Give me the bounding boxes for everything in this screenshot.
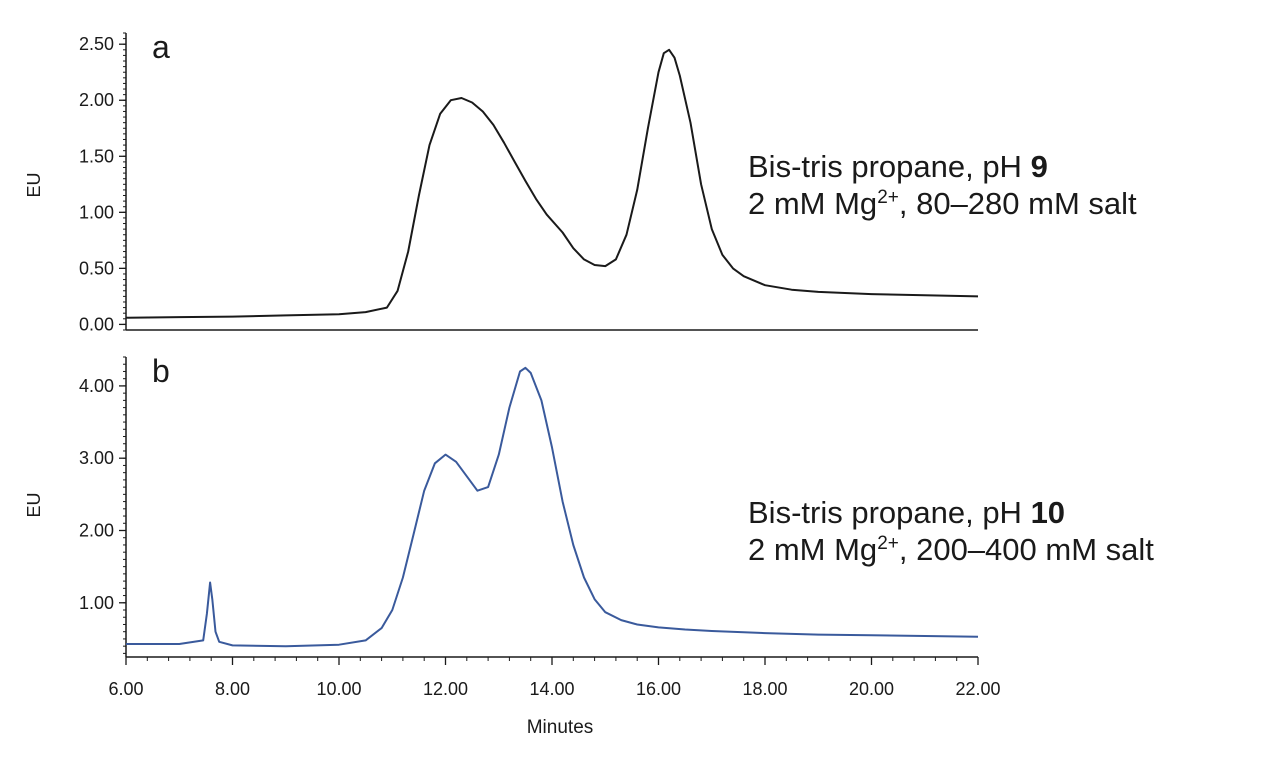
panel-a-mg-text: 2 mM Mg bbox=[748, 186, 878, 221]
panel-b-ylabel: EU bbox=[24, 492, 44, 517]
panel-b: 1.00 2.00 3.00 4.00 b EU 6.00 8.00 10.00 12.00… bbox=[24, 353, 1001, 699]
panel-a-annotation-line2: 2 mM Mg2+, 80–280 mM salt bbox=[748, 185, 1137, 222]
panel-a-mg-charge: 2+ bbox=[877, 187, 899, 208]
x-tick-label: 18.00 bbox=[742, 679, 787, 699]
panel-b-x-axis: 6.00 8.00 10.00 12.00 14.00 16.00 18.00 20.00 22… bbox=[108, 657, 1001, 699]
panel-b-label: b bbox=[152, 353, 170, 389]
panel-a-annotation-line1: Bis-tris propane, pH 9 bbox=[748, 148, 1137, 185]
x-tick-label: 10.00 bbox=[316, 679, 361, 699]
panel-a-ph-value: 9 bbox=[1030, 149, 1048, 184]
panel-a-trace bbox=[125, 48, 979, 319]
panel-b-ph-value: 10 bbox=[1030, 495, 1066, 530]
panel-a: 0.00 0.50 1.00 1.50 2.00 2.50 a EU bbox=[24, 29, 979, 334]
panel-a-y-tick-label: 2.50 bbox=[79, 34, 114, 54]
x-axis-title: Minutes bbox=[527, 717, 594, 738]
panel-b-y-tick-label: 3.00 bbox=[79, 448, 114, 468]
panel-a-label: a bbox=[152, 29, 170, 65]
panel-a-y-tick-label: 0.50 bbox=[79, 258, 114, 278]
panel-a-axes: 0.00 0.50 1.00 1.50 2.00 2.50 bbox=[79, 32, 978, 334]
panel-b-annotation-line1: Bis-tris propane, pH 10 bbox=[748, 494, 1154, 531]
panel-a-y-tick-label: 1.00 bbox=[79, 202, 114, 222]
panel-b-mg-charge: 2+ bbox=[877, 533, 899, 554]
x-tick-label: 8.00 bbox=[215, 679, 250, 699]
panel-b-y-tick-label: 1.00 bbox=[79, 593, 114, 613]
panel-a-salt-text: , 80–280 mM salt bbox=[898, 186, 1137, 221]
x-tick-label: 20.00 bbox=[849, 679, 894, 699]
panel-b-annotation-line2: 2 mM Mg2+, 200–400 mM salt bbox=[748, 531, 1154, 568]
panel-b-mg-text: 2 mM Mg bbox=[748, 532, 878, 567]
panel-b-annotation: Bis-tris propane, pH 10 2 mM Mg2+, 200–4… bbox=[748, 494, 1154, 568]
panel-b-y-tick-label: 2.00 bbox=[79, 520, 114, 540]
panel-a-annotation: Bis-tris propane, pH 9 2 mM Mg2+, 80–280… bbox=[748, 148, 1137, 222]
panel-a-y-tick-label: 0.00 bbox=[79, 314, 114, 334]
panel-b-trace bbox=[126, 366, 979, 648]
panel-a-ylabel: EU bbox=[24, 172, 44, 197]
x-tick-label: 6.00 bbox=[108, 679, 143, 699]
panel-a-y-tick-label: 1.50 bbox=[79, 146, 114, 166]
x-tick-label: 16.00 bbox=[636, 679, 681, 699]
x-tick-label: 22.00 bbox=[955, 679, 1000, 699]
x-tick-label: 14.00 bbox=[529, 679, 574, 699]
panel-b-y-tick-label: 4.00 bbox=[79, 376, 114, 396]
panel-a-y-tick-label: 2.00 bbox=[79, 90, 114, 110]
x-tick-label: 12.00 bbox=[423, 679, 468, 699]
panel-b-buffer-text: Bis-tris propane, pH bbox=[748, 495, 1031, 530]
panel-a-buffer-text: Bis-tris propane, pH bbox=[748, 149, 1031, 184]
panel-b-salt-text: , 200–400 mM salt bbox=[898, 532, 1154, 567]
